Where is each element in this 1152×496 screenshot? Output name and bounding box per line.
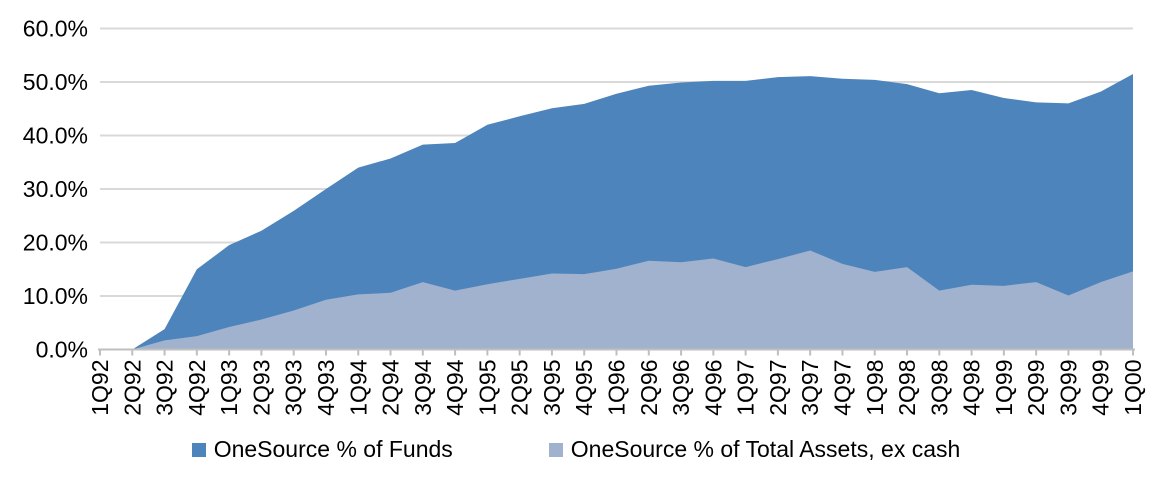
x-tick-label: 3Q92 bbox=[152, 360, 178, 416]
legend-entry-assets: OneSource % of Total Assets, ex cash bbox=[548, 436, 961, 462]
x-tick-label: 2Q94 bbox=[378, 359, 404, 415]
x-tick-label: 4Q94 bbox=[442, 359, 468, 415]
legend-label-assets: OneSource % of Total Assets, ex cash bbox=[570, 436, 961, 462]
x-tick-label: 4Q96 bbox=[700, 360, 726, 416]
y-tick-label: 10.0% bbox=[23, 283, 88, 309]
x-tick-label: 4Q98 bbox=[959, 360, 985, 416]
x-tick-label: 2Q95 bbox=[507, 360, 533, 416]
x-tick-label: 2Q97 bbox=[765, 360, 791, 416]
y-tick-label: 50.0% bbox=[23, 69, 88, 95]
x-tick-label: 3Q95 bbox=[539, 360, 565, 416]
x-tick-label: 4Q92 bbox=[184, 360, 210, 416]
area-series-1 bbox=[100, 250, 1133, 350]
x-tick-label: 1Q96 bbox=[604, 360, 630, 416]
legend-swatch-funds-icon bbox=[191, 442, 206, 457]
x-tick-label: 3Q96 bbox=[668, 360, 694, 416]
x-tick-label: 4Q95 bbox=[571, 360, 597, 416]
x-tick-label: 1Q95 bbox=[474, 360, 500, 416]
y-tick-label: 40.0% bbox=[23, 123, 88, 149]
x-tick-label: 1Q97 bbox=[733, 360, 759, 416]
x-tick-label: 3Q98 bbox=[926, 360, 952, 416]
x-tick-label: 4Q97 bbox=[829, 360, 855, 416]
x-tick-label: 1Q98 bbox=[862, 360, 888, 416]
x-tick-label: 2Q93 bbox=[248, 360, 274, 416]
y-tick-label: 60.0% bbox=[23, 16, 88, 42]
x-tick-label: 1Q92 bbox=[87, 360, 113, 416]
x-tick-label: 1Q00 bbox=[1120, 360, 1146, 416]
x-tick-label: 2Q99 bbox=[1023, 360, 1049, 416]
plot-area: 0.0%10.0%20.0%30.0%40.0%50.0%60.0%1Q92 2Q… bbox=[23, 16, 1146, 416]
x-tick-label: 3Q97 bbox=[797, 360, 823, 416]
x-tick-label: 2Q98 bbox=[894, 360, 920, 416]
x-tick-label: 1Q99 bbox=[991, 360, 1017, 416]
x-tick-label: 4Q99 bbox=[1088, 360, 1114, 416]
x-tick-label: 4Q93 bbox=[313, 360, 339, 416]
y-tick-label: 30.0% bbox=[23, 176, 88, 202]
x-tick-label: 3Q99 bbox=[1055, 360, 1081, 416]
legend: OneSource % of Funds OneSource % of Tota… bbox=[0, 438, 1152, 461]
x-tick-label: 3Q94 bbox=[410, 359, 436, 415]
x-tick-label: 1Q93 bbox=[216, 360, 242, 416]
x-tick-label: 3Q93 bbox=[281, 360, 307, 416]
legend-entry-funds: OneSource % of Funds bbox=[191, 436, 453, 462]
x-tick-label: 2Q92 bbox=[119, 360, 145, 416]
y-tick-label: 0.0% bbox=[36, 337, 88, 363]
x-tick-label: 2Q96 bbox=[636, 360, 662, 416]
legend-label-funds: OneSource % of Funds bbox=[213, 436, 453, 462]
legend-swatch-assets-icon bbox=[548, 442, 563, 457]
y-tick-label: 20.0% bbox=[23, 230, 88, 256]
x-tick-label: 1Q94 bbox=[345, 359, 371, 415]
